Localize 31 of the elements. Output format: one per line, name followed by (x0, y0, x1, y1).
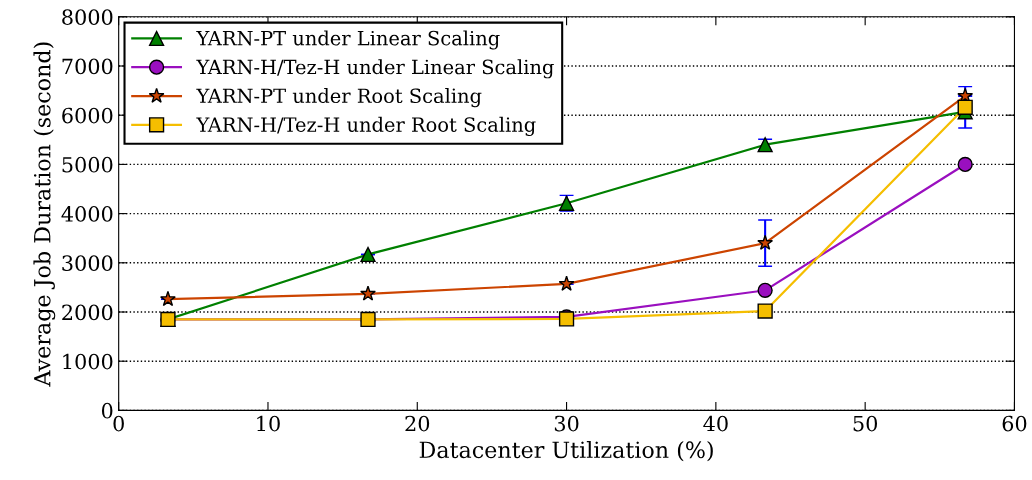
point (957, 156, 973, 173)
x-tick-label: 40 (703, 415, 728, 432)
x-axis-title: Datacenter Utilization (%) (419, 440, 713, 462)
point (757, 303, 773, 319)
point (159, 290, 176, 307)
y-axis-title: Average Job Duration (second) (33, 42, 56, 387)
y-tick-label: 2000 (62, 304, 113, 321)
x-tick-label: 10 (257, 415, 280, 432)
y-tick-label: 7000 (62, 58, 113, 75)
y-tick-label: 4000 (61, 206, 113, 222)
point (360, 246, 376, 263)
legend-label: YARN-PT under Root Scaling (196, 88, 482, 108)
x-tick-label: 60 (1002, 415, 1027, 432)
point (757, 282, 773, 298)
legend-label: YARN-H/Tez-H under Linear Scaling (196, 59, 554, 79)
y-tick-label: 0 (101, 402, 113, 419)
x-tick-label: 0 (113, 415, 124, 432)
point (957, 99, 973, 115)
y-tick-label: 8000 (62, 9, 113, 26)
y-tick-label: 3000 (62, 255, 113, 272)
point (360, 285, 376, 301)
point (757, 234, 774, 250)
y-tick-label: 6000 (62, 107, 113, 124)
point (558, 275, 575, 291)
x-tick-label: 20 (405, 415, 430, 432)
legend-label: YARN-H/Tez-H under Root Scaling (196, 116, 536, 136)
x-tick-label: 30 (554, 415, 579, 432)
legend-label: YARN-PT under Linear Scaling (196, 30, 500, 50)
x-tick-label: 50 (853, 415, 878, 432)
y-tick-label: 1000 (63, 353, 113, 370)
y-tick-label: 5000 (62, 156, 113, 173)
